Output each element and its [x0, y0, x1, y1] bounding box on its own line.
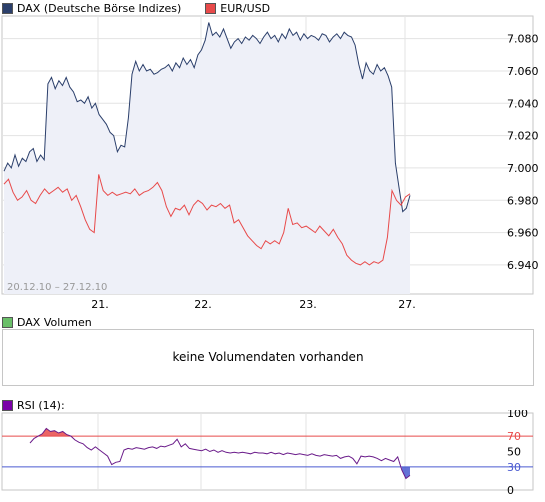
eur-swatch	[205, 2, 217, 14]
price-x-tick-label: 23.	[299, 298, 317, 311]
price-y-tick-label: 7.040	[507, 97, 539, 110]
rsi-legend: RSI (14):	[2, 398, 65, 412]
price-y-tick-label: 6.940	[507, 259, 539, 272]
rsi-y-tick-label: 50	[507, 446, 521, 459]
price-y-tick-label: 7.000	[507, 162, 539, 175]
eur-legend-label: EUR/USD	[220, 1, 271, 15]
eurusd-line	[3, 174, 411, 266]
volume-legend-label: DAX Volumen	[17, 315, 92, 329]
volume-swatch	[2, 316, 13, 328]
volume-legend: DAX Volumen	[2, 315, 92, 329]
dax-area	[4, 22, 410, 294]
price-y-tick-label: 7.080	[507, 33, 539, 46]
rsi-y-tick-label: 0	[507, 484, 514, 497]
date-range-label: 20.12.10 – 27.12.10	[7, 282, 107, 293]
price-y-tick-label: 7.060	[507, 65, 539, 78]
price-x-tick-label: 22.	[194, 298, 212, 311]
price-y-tick-label: 6.960	[507, 227, 539, 240]
rsi-legend-label: RSI (14):	[17, 398, 65, 412]
dax-swatch	[2, 2, 13, 14]
volume-panel	[2, 329, 534, 386]
price-x-tick-label: 21.	[91, 298, 109, 311]
rsi-y-tick-label: 70	[507, 430, 521, 443]
price-chart: 21. 22. 23. 27. 7.080 7.060 7.040 7.020 7.000 6.9…	[1, 15, 539, 311]
price-y-tick-label: 7.020	[507, 130, 539, 143]
rsi-plot-area	[1, 412, 534, 491]
rsi-oversold-fill	[401, 466, 410, 479]
rsi-swatch	[2, 399, 13, 411]
rsi-overbought-fill	[38, 428, 71, 437]
volume-no-data-message: keine Volumendaten vorhanden	[172, 350, 364, 364]
price-x-tick-label: 27.	[398, 298, 416, 311]
dax-legend-label: DAX (Deutsche Börse Indizes)	[17, 1, 182, 15]
rsi-y-tick-label: 30	[507, 461, 521, 474]
rsi-y-tick-label: 100	[507, 410, 528, 420]
price-y-tick-label: 6.980	[507, 194, 539, 207]
dax-line	[3, 22, 411, 213]
price-legend: DAX (Deutsche Börse Indizes) EUR/USD	[2, 1, 270, 15]
rsi-line	[29, 427, 411, 480]
rsi-chart: 100 70 50 30 0	[1, 410, 534, 497]
